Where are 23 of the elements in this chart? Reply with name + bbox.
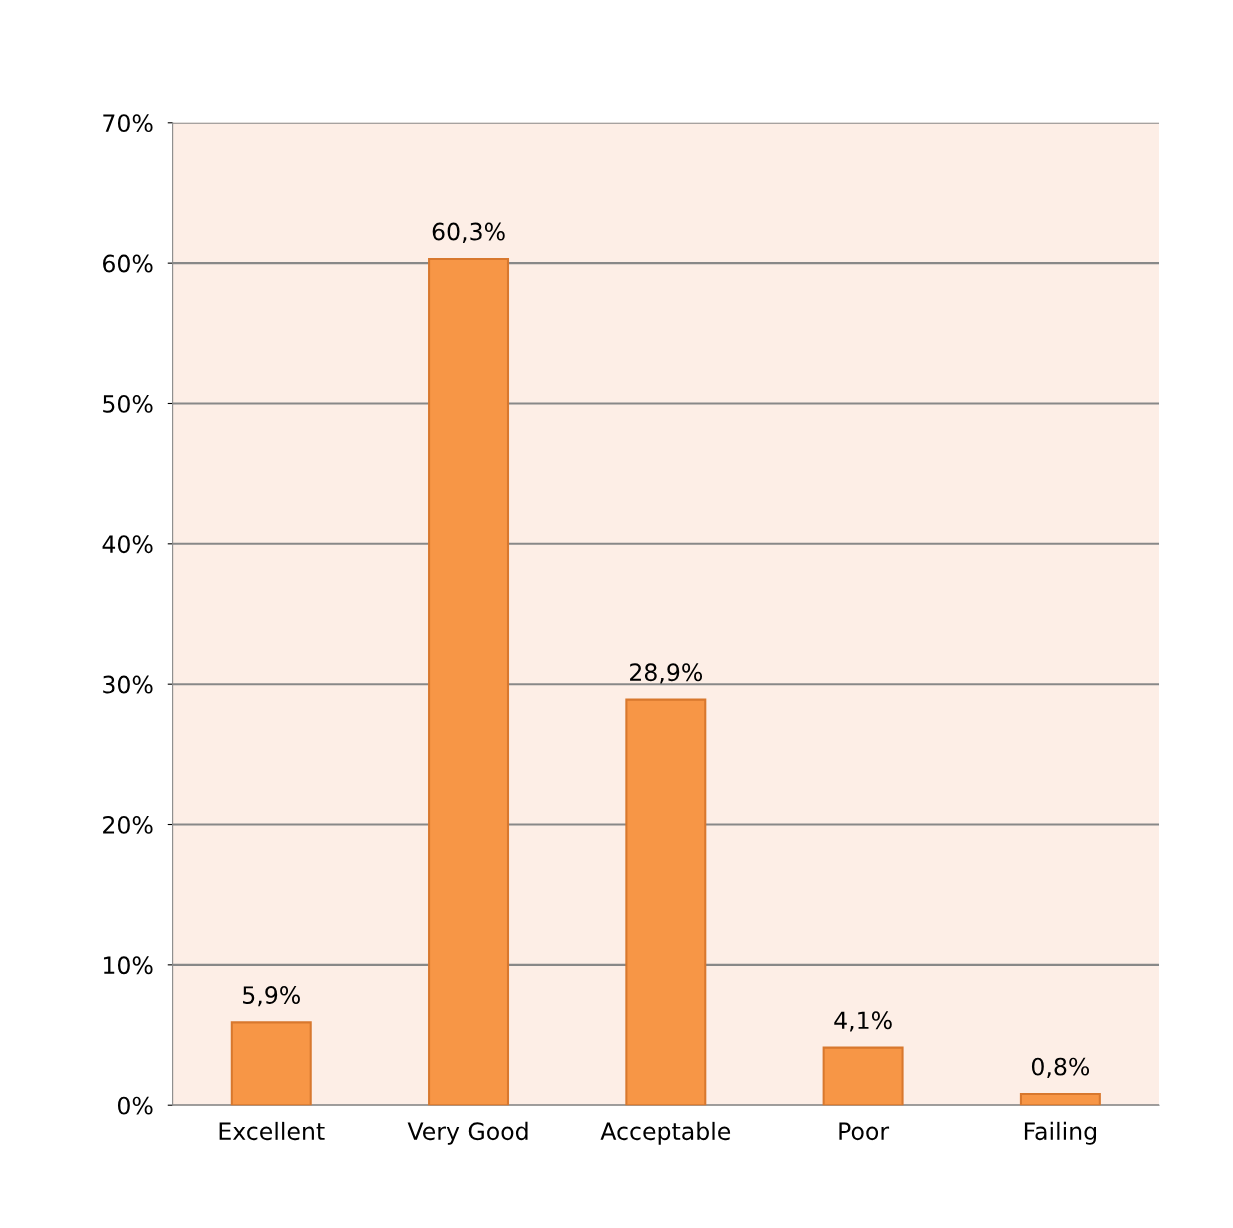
y-tick-label: 0%: [117, 1096, 153, 1115]
bar: [230, 1021, 312, 1106]
data-label: 60,3%: [432, 222, 505, 243]
x-tick-label: Failing: [1024, 1121, 1096, 1145]
bar: [1019, 1092, 1101, 1106]
bar: [428, 257, 510, 1106]
bar: [822, 1046, 904, 1106]
y-tick-label: 60%: [103, 254, 153, 273]
data-label: 5,9%: [243, 986, 300, 1007]
y-tick-label: 30%: [103, 675, 153, 694]
data-label: 28,9%: [630, 663, 703, 684]
y-tick-label: 70%: [103, 114, 153, 133]
x-tick-label: Acceptable: [600, 1121, 731, 1145]
data-label: 0,8%: [1031, 1057, 1090, 1078]
x-tick-label: Excellent: [219, 1121, 325, 1141]
y-tick-label: 50%: [103, 394, 153, 413]
x-tick-label: Very Good: [407, 1121, 528, 1145]
y-tick-label: 40%: [102, 535, 153, 554]
data-label: 4,1%: [834, 1011, 892, 1032]
y-tick-label: 20%: [103, 815, 153, 834]
x-tick-label: Poor: [839, 1122, 890, 1141]
bar: [625, 698, 707, 1106]
y-tick-label: 10%: [103, 956, 153, 975]
